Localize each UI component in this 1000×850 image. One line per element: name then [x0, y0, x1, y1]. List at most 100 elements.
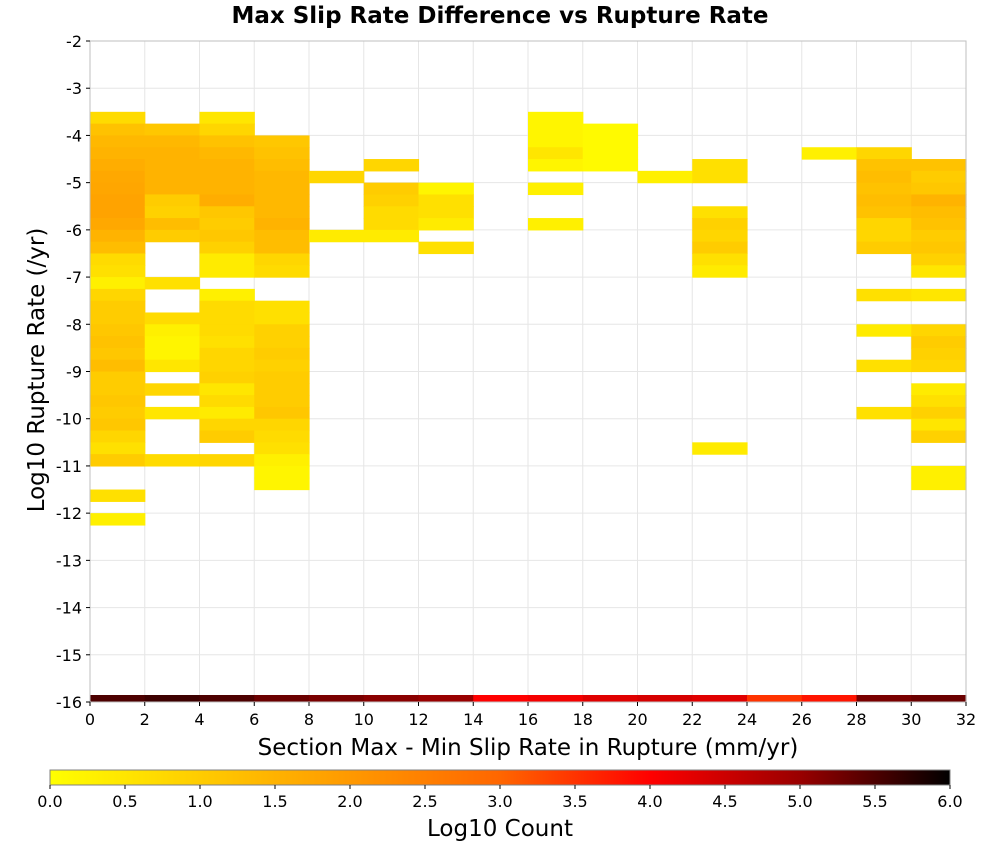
strip-cell — [363, 695, 420, 702]
heatmap-cell — [144, 170, 201, 184]
heatmap-cell — [254, 406, 310, 420]
colorbar-tick-label: 2.5 — [412, 792, 437, 811]
strip-cell — [254, 695, 310, 702]
heatmap-cell — [199, 206, 255, 219]
y-tick-label: -16 — [56, 693, 82, 712]
heatmap-cell — [363, 182, 420, 196]
heatmap-cell — [418, 218, 474, 231]
y-tick-label: -9 — [66, 363, 82, 382]
heatmap-cell — [199, 159, 255, 172]
heatmap-cell — [582, 135, 639, 148]
heatmap-cell — [199, 454, 255, 467]
heatmap-cell — [254, 206, 310, 219]
heatmap-cell — [90, 324, 146, 337]
heatmap-cell — [254, 135, 310, 148]
heatmap-cell — [199, 194, 255, 207]
heatmap-cell — [90, 347, 146, 361]
heatmap-cell — [254, 241, 310, 255]
heatmap-cell — [418, 206, 474, 219]
y-tick-label: -15 — [56, 646, 82, 665]
heatmap-cell — [144, 218, 201, 231]
heatmap-cell — [692, 170, 748, 184]
heatmap-cell — [90, 147, 146, 160]
heatmap-cell — [144, 312, 201, 325]
heatmap-cell — [363, 229, 420, 243]
heatmap-cell — [144, 229, 201, 243]
heatmap-cell — [199, 406, 255, 420]
heatmap-cell — [90, 253, 146, 266]
heatmap-cell — [309, 229, 365, 243]
heatmap-cell — [199, 253, 255, 266]
heatmap-cell — [199, 324, 255, 337]
heatmap-cell — [90, 170, 146, 184]
heatmap-cell — [144, 159, 201, 172]
x-tick-label: 2 — [140, 710, 150, 729]
x-tick-label: 10 — [354, 710, 374, 729]
heatmap-cell — [363, 218, 420, 231]
heatmap-cell — [911, 182, 967, 196]
heatmap-cell — [199, 265, 255, 278]
heatmap-cell — [199, 111, 255, 125]
y-axis-ticks: -2 -3 -4 -5 -6 -7 -8 -9 -10 -11 -12 -13 -14 -15 -16 — [56, 32, 90, 712]
heatmap-cell — [90, 430, 146, 443]
heatmap-cell — [90, 395, 146, 408]
y-tick-label: -13 — [56, 551, 82, 570]
heatmap-cell — [911, 347, 967, 361]
heatmap-cell — [692, 218, 748, 231]
heatmap-cell — [254, 265, 310, 278]
heatmap-cell — [692, 265, 748, 278]
colorbar-tick-label: 0.0 — [37, 792, 62, 811]
x-tick-label: 16 — [518, 710, 538, 729]
heatmap-cell — [911, 418, 967, 432]
heatmap-cell — [856, 229, 912, 243]
heatmap-cell — [90, 442, 146, 455]
strip-cell — [856, 695, 912, 702]
heatmap-cell — [254, 324, 310, 337]
colorbar-tick-label: 2.0 — [337, 792, 362, 811]
heatmap-cell — [856, 159, 912, 172]
heatmap-cell — [199, 359, 255, 373]
x-axis-label: Section Max - Min Slip Rate in Rupture (… — [258, 735, 799, 761]
heatmap-cell — [911, 395, 967, 408]
strip-cell — [199, 695, 255, 702]
heatmap-cell — [144, 135, 201, 148]
heatmap-cell — [254, 359, 310, 373]
heatmap-cell — [199, 218, 255, 231]
heatmap-cell — [144, 123, 201, 137]
colorbar-tick-label: 5.5 — [862, 792, 887, 811]
heatmap-cell — [90, 312, 146, 325]
heatmap-cell — [528, 218, 584, 231]
heatmap-cell — [90, 265, 146, 278]
y-tick-label: -11 — [56, 457, 82, 476]
colorbar-tick-label: 1.0 — [187, 792, 212, 811]
y-tick-label: -3 — [66, 79, 82, 98]
heatmap-cell — [254, 147, 310, 160]
heatmap-cell — [911, 324, 967, 337]
heatmap-cell — [90, 206, 146, 219]
heatmap-cell — [911, 477, 967, 491]
heatmap-cell — [692, 442, 748, 455]
heatmap-cell — [199, 395, 255, 408]
heatmap-cell — [254, 253, 310, 266]
heatmap-cell — [911, 383, 967, 396]
y-tick-label: -6 — [66, 221, 82, 240]
heatmap-cell — [363, 159, 420, 172]
strip-cell — [309, 695, 365, 702]
heatmap-cell — [144, 277, 201, 290]
y-tick-label: -14 — [56, 599, 82, 618]
heatmap-cell — [254, 229, 310, 243]
chart-title: Max Slip Rate Difference vs Rupture Rate — [231, 3, 768, 29]
heatmap-cell — [856, 170, 912, 184]
heatmap-cell — [144, 194, 201, 207]
colorbar-tick-label: 5.0 — [787, 792, 812, 811]
heatmap-cell — [911, 430, 967, 443]
heatmap-cell — [911, 406, 967, 420]
heatmap-cell — [911, 194, 967, 207]
heatmap-cell — [90, 418, 146, 432]
y-tick-label: -7 — [66, 268, 82, 287]
heatmap-cell — [144, 147, 201, 160]
heatmap-cell — [254, 395, 310, 408]
y-axis-label: Log10 Rupture Rate (/yr) — [24, 228, 50, 513]
x-tick-label: 12 — [408, 710, 428, 729]
heatmap-cell — [90, 182, 146, 196]
